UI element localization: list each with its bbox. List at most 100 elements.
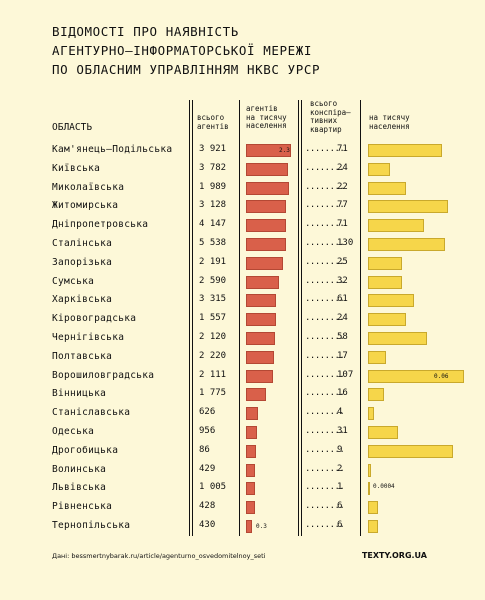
apartments-value: 24 (337, 162, 348, 173)
region-name: Чернігівська (52, 332, 125, 343)
region-name: Харківська (52, 294, 113, 306)
region-name: Кіровоградська (52, 313, 137, 325)
apartments-value: 130 (337, 238, 354, 248)
apartments-per-1000-bar (368, 144, 442, 157)
apartments-per-1000-bar (368, 520, 378, 533)
agents-value: 1 005 (199, 482, 227, 493)
table-row: Кам'янець–Подільська 3 921........ 71 (0, 141, 485, 160)
apartments-per-1000-bar (368, 275, 402, 289)
agents-per-1000-bar (246, 144, 291, 157)
region-name: Ворошиловградська (52, 369, 155, 381)
apartments-value: 25 (337, 256, 348, 267)
leader-dots: ........ (305, 482, 345, 493)
chart-title: ВІДОМОСТІ ПРО НАЯВНІСТЬ АГЕНТУРНО–ІНФОРМ… (52, 22, 472, 79)
leader-dots: ........ (305, 181, 345, 192)
apartments-per-1000-bar (368, 294, 415, 308)
region-column-header: ОБЛАСТЬ (52, 122, 93, 133)
region-name: Житомирська (52, 200, 119, 212)
table-row: Кіровоградська 1 557........ 24 (0, 310, 485, 329)
agents-value: 429 (199, 463, 216, 474)
column-divider (189, 100, 190, 536)
agents-value: 428 (199, 501, 216, 512)
agents-value: 626 (199, 407, 216, 418)
apartments-per-1000-bar (368, 369, 464, 383)
leader-dots: ........ (305, 520, 345, 530)
apartments-value: 107 (337, 369, 354, 380)
agents-per-1000-bar (246, 256, 284, 270)
region-name: Станіславська (52, 407, 131, 419)
apartments-per-1000-bar (368, 426, 399, 439)
apartments-per-1000-bar (368, 219, 424, 233)
agents-per-1000-bar (246, 275, 280, 289)
apartments-value: 24 (337, 313, 348, 324)
table-row: Полтавська 2 220........ 17 (0, 348, 485, 367)
apartments-value: 16 (337, 388, 348, 399)
agents-value: 2 111 (199, 369, 227, 380)
apartments-value: 71 (337, 144, 348, 154)
region-name: Дрогобицька (52, 444, 119, 456)
region-name: Одеська (52, 426, 95, 437)
apartments-per-1000-bar (368, 200, 448, 214)
agents-value: 2 590 (199, 275, 227, 286)
agents-per-1000-bar (246, 369, 274, 383)
region-name: Львівська (52, 482, 107, 494)
apartments-value: 1 (337, 482, 343, 493)
leader-dots: ........ (305, 426, 345, 436)
agents-per-1000-bar (246, 407, 258, 421)
apartments-per-1000-bar (368, 501, 378, 515)
agents-value: 2 220 (199, 350, 227, 361)
apartments-column-header: всього конспіра– тивних квартир (310, 99, 351, 134)
column-divider (239, 100, 240, 536)
table-row: Житомирська 3 128........ 77 (0, 197, 485, 216)
table-row: Чернігівська 2 120........ 58 (0, 329, 485, 348)
table-row: Сумська 2 590........ 32 (0, 273, 485, 292)
leader-dots: ........ (305, 501, 345, 512)
agents-per-1000-bar (246, 219, 287, 233)
apartments-value: 6 (337, 520, 343, 530)
region-name: Сумська (52, 275, 95, 287)
brand-logo: TEXTY.ORG.UA (361, 551, 427, 560)
agents-value: 1 989 (199, 181, 227, 192)
region-name: Рівненська (52, 501, 113, 513)
apartments-value: 17 (337, 350, 348, 361)
apartments-per-1000-bar (368, 181, 407, 195)
agents-value: 4 147 (199, 219, 227, 230)
agents-per-1000-bar (246, 388, 266, 402)
apartments-value: 32 (337, 275, 348, 286)
table-row: Київська 3 782........ 24 (0, 160, 485, 179)
region-name: Миколаївська (52, 181, 125, 193)
apartments-per-1000-bar (368, 350, 386, 364)
leader-dots: ........ (305, 463, 345, 474)
leader-dots: ........ (305, 275, 345, 286)
apartments-per-1000-bar (368, 444, 453, 458)
table-row: Дніпропетровська 4 147........ 71 (0, 216, 485, 235)
apartments-per-1000-bar (368, 162, 391, 176)
agents-value: 430 (199, 520, 216, 530)
agents-value: 5 538 (199, 238, 227, 248)
apartments-per-1000-bar (368, 463, 372, 477)
region-name: Тернопільська (52, 520, 131, 531)
agents-value: 1 557 (199, 313, 227, 324)
leader-dots: ........ (305, 350, 345, 361)
table-row: Одеська 956........ 31 (0, 423, 485, 442)
leader-dots: ........ (305, 407, 345, 418)
apartments-value: 22 (337, 181, 348, 192)
table-row: Вінницька 1 775........ 16 (0, 385, 485, 404)
agents-value: 2 120 (199, 332, 227, 342)
agents-per-1000-bar (246, 520, 252, 533)
column-divider (298, 100, 299, 536)
leader-dots: ........ (305, 294, 345, 305)
agents-per-1000-bar (246, 501, 255, 515)
apartments-value: 31 (337, 426, 348, 436)
agents-per-1000-bar (246, 332, 276, 345)
agents-value: 86 (199, 444, 210, 455)
leader-dots: ........ (305, 332, 345, 342)
title-line: ВІДОМОСТІ ПРО НАЯВНІСТЬ (52, 24, 239, 39)
apartments-value: 58 (337, 332, 348, 342)
table-row: Ворошиловградська 2 111........ 107 (0, 367, 485, 386)
table-row: Сталінська 5 538........ 130 (0, 235, 485, 254)
table-row: Станіславська 626........ 4 (0, 404, 485, 423)
agents-max-label: 2.3 (279, 147, 290, 154)
agents-per-1000-bar (246, 350, 275, 364)
agents-value: 3 315 (199, 294, 227, 305)
